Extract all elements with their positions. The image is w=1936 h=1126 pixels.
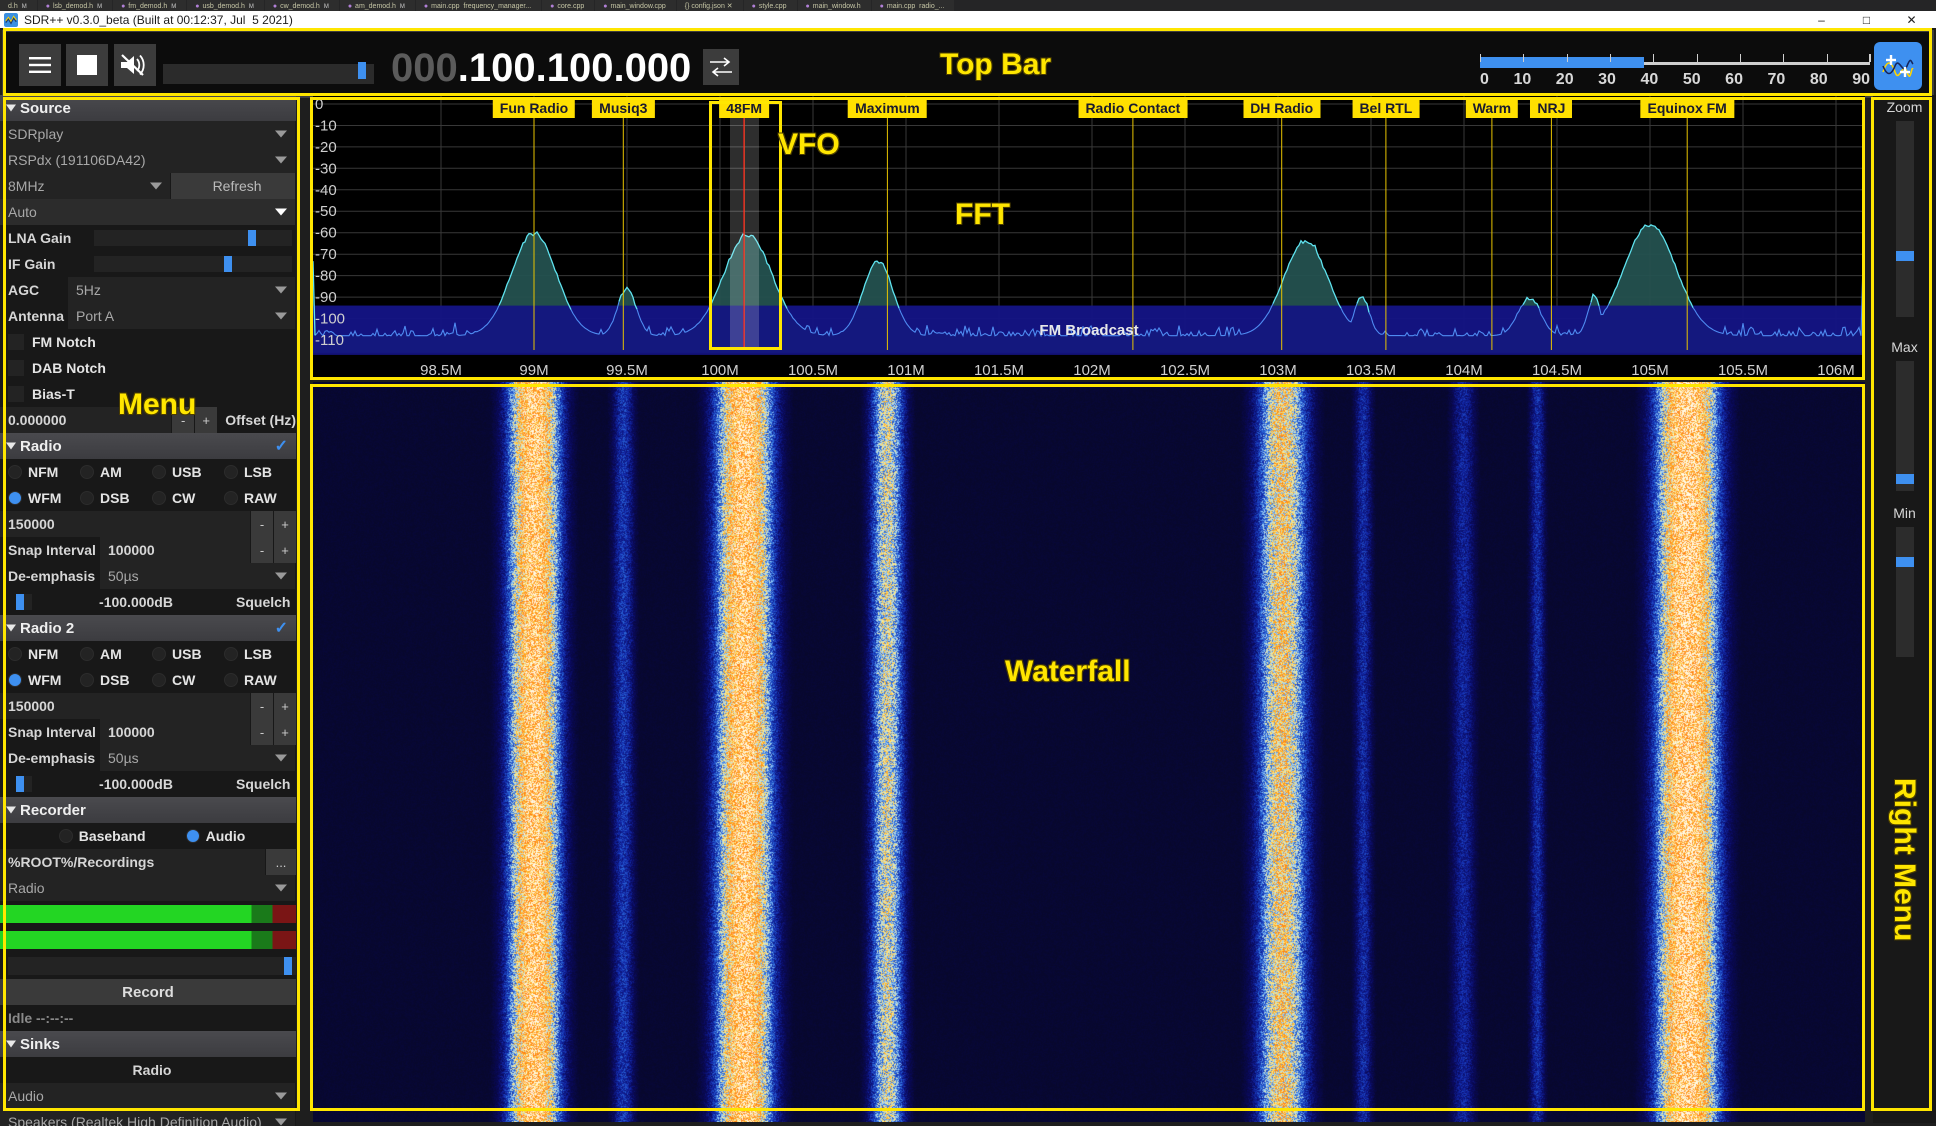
svg-text:-10: -10 <box>315 118 337 135</box>
svg-text:0: 0 <box>315 96 323 113</box>
svg-text:105.5M: 105.5M <box>1718 362 1768 379</box>
svg-text:-20: -20 <box>315 139 337 156</box>
svg-text:-50: -50 <box>315 203 337 220</box>
svg-text:106M: 106M <box>1817 362 1855 379</box>
svg-text:101.5M: 101.5M <box>974 362 1024 379</box>
svg-text:-30: -30 <box>315 160 337 177</box>
svg-text:101M: 101M <box>887 362 925 379</box>
svg-text:-70: -70 <box>315 246 337 263</box>
svg-text:-80: -80 <box>315 268 337 285</box>
svg-text:100.5M: 100.5M <box>788 362 838 379</box>
svg-text:100M: 100M <box>701 362 739 379</box>
svg-text:-90: -90 <box>315 289 337 306</box>
svg-text:99.5M: 99.5M <box>606 362 648 379</box>
svg-text:-100: -100 <box>315 311 345 328</box>
svg-text:103.5M: 103.5M <box>1346 362 1396 379</box>
svg-text:105M: 105M <box>1631 362 1669 379</box>
svg-text:98.5M: 98.5M <box>420 362 462 379</box>
svg-text:102.5M: 102.5M <box>1160 362 1210 379</box>
svg-text:99M: 99M <box>519 362 548 379</box>
svg-text:-110: -110 <box>315 332 344 349</box>
svg-text:-40: -40 <box>315 182 337 199</box>
svg-text:103M: 103M <box>1259 362 1297 379</box>
svg-text:104M: 104M <box>1445 362 1483 379</box>
svg-text:102M: 102M <box>1073 362 1111 379</box>
svg-text:-60: -60 <box>315 225 337 242</box>
svg-text:FM Broadcast: FM Broadcast <box>1039 322 1138 339</box>
svg-text:104.5M: 104.5M <box>1532 362 1582 379</box>
